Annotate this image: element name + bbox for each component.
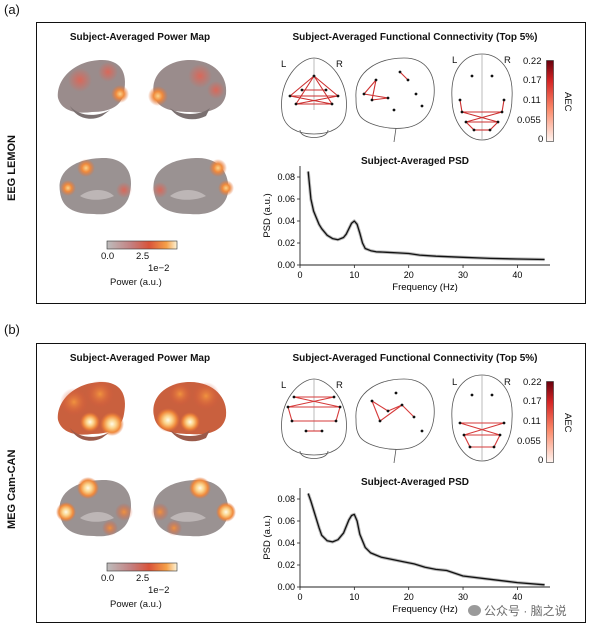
aec-cbar-tick: 0 [538,134,544,145]
psd-confidence-band [306,492,545,587]
panel-letter: (a) [4,2,20,17]
power-cbar-label: Power (a.u.) [110,599,162,610]
psd-line [307,171,545,261]
glass-brain-label-left: L [281,59,287,70]
power-cbar-tick: 2.5 [136,251,150,262]
glass-brain-label-left: L [452,55,458,66]
glass-brain-label-right: R [504,55,511,66]
x-tick-label: 20 [404,270,414,280]
x-tick-label: 30 [458,270,468,280]
psd-line [307,493,545,586]
watermark-text: 公众号 · 脑之说 [484,604,567,618]
y-tick-label: 0.04 [277,216,295,226]
power-colorbar [106,562,178,572]
aec-cbar-tick: 0.055 [517,115,541,126]
brain-right-medial [151,477,236,537]
psd-title: Subject-Averaged PSD [361,156,469,167]
brain-left-lateral [57,60,129,119]
x-tick-label: 20 [404,592,414,602]
aec-cbar-tick: 0.11 [523,416,541,427]
connectivity-glass-brains [281,374,513,464]
glass-brain-coronal [281,378,347,459]
y-tick-label: 0.00 [277,260,295,270]
y-tick-label: 0.04 [277,538,295,548]
psd-title: Subject-Averaged PSD [361,477,469,488]
x-tick-label: 30 [458,592,468,602]
x-tick-label: 0 [297,592,302,602]
brain-right-lateral [148,60,227,120]
aec-cbar-tick: 0 [538,455,544,466]
x-axis-label: Frequency (Hz) [392,604,457,615]
y-axis-label: PSD (a.u.) [262,515,273,559]
psd-chart: 0.00 0.02 0.04 0.06 0.08 0 10 20 30 40 Frequency (… [262,488,550,615]
power-map-brains [57,60,234,215]
y-tick-label: 0.02 [277,238,295,248]
brain-right-lateral [153,382,227,442]
aec-cbar-tick: 0.17 [523,75,542,86]
panel-frame [36,343,586,623]
psd-confidence-band [306,171,545,262]
power-map-title: Subject-Averaged Power Map [69,32,211,43]
x-tick-label: 10 [349,592,359,602]
brain-right-medial [152,158,234,215]
y-tick-label: 0.02 [277,560,295,570]
power-cbar-exponent: 1e−2 [148,585,170,596]
modality-label: EEG LEMON [6,135,18,202]
y-axis-label: PSD (a.u.) [262,193,273,237]
x-axis-label: Frequency (Hz) [392,282,457,293]
glass-brain-sagittal [355,378,435,464]
wechat-icon [468,605,481,616]
brain-left-medial [59,158,132,215]
x-tick-label: 0 [297,270,302,280]
x-tick-label: 40 [512,270,522,280]
power-cbar-exponent: 1e−2 [148,263,170,274]
y-tick-label: 0.06 [277,194,295,204]
glass-brain-label-right: R [336,380,343,391]
aec-cbar-tick: 0.11 [523,95,541,106]
aec-cbar-label: AEC [562,92,573,112]
power-colorbar [106,240,178,250]
power-map-brains [56,380,236,537]
panel-letter: (b) [4,322,20,337]
power-cbar-tick: 0.0 [101,573,115,584]
power-map-title: Subject-Averaged Power Map [69,353,211,364]
aec-cbar-label: AEC [562,413,573,433]
power-cbar-tick: 2.5 [136,573,150,584]
aec-cbar-tick: 0.22 [523,377,542,388]
power-cbar-label: Power (a.u.) [110,277,162,288]
glass-brain-axial [451,53,513,141]
aec-colorbar [546,60,554,142]
aec-cbar-tick: 0.22 [523,56,542,67]
glass-brain-coronal [281,57,347,138]
glass-brain-label-left: L [452,377,458,388]
x-tick-label: 40 [512,592,522,602]
glass-brain-label-right: R [336,59,343,70]
y-tick-label: 0.08 [277,172,295,182]
fc-title: Subject-Averaged Functional Connectivity… [292,353,538,364]
aec-cbar-tick: 0.17 [523,396,542,407]
watermark: 公众号 · 脑之说 [468,602,567,619]
glass-brain-label-right: R [504,377,511,388]
brain-left-medial [56,477,133,537]
aec-cbar-tick: 0.055 [517,436,541,447]
y-tick-label: 0.08 [277,494,295,504]
fc-title: Subject-Averaged Functional Connectivity… [292,32,538,43]
y-tick-label: 0.06 [277,516,295,526]
power-cbar-tick: 0.0 [101,251,115,262]
connectivity-glass-brains [281,53,513,143]
brain-left-lateral [57,380,126,441]
glass-brain-sagittal [355,57,435,143]
x-tick-label: 10 [349,270,359,280]
glass-brain-label-left: L [281,380,287,391]
modality-label: MEG Cam-CAN [6,449,18,529]
psd-chart: 0.00 0.02 0.04 0.06 0.08 0 10 20 30 40 Frequency (… [262,166,550,293]
y-tick-label: 0.00 [277,582,295,592]
aec-colorbar [546,381,554,463]
